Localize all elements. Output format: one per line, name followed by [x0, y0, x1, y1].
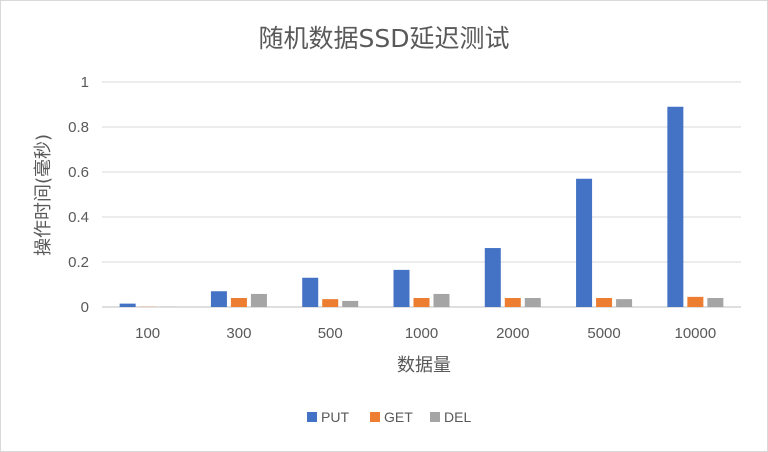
bar-del-500 [342, 300, 359, 307]
x-tick-labels: 100 300 500 1000 2000 5000 10000 [135, 325, 716, 342]
y-tick-label: 0.6 [68, 164, 89, 181]
x-tick-label: 2000 [496, 325, 529, 342]
bar-del-5000 [616, 299, 633, 307]
bar-put-500 [302, 277, 319, 307]
legend-swatch-get [370, 412, 380, 422]
bar-get-300 [230, 298, 247, 307]
bar-del-2000 [524, 298, 541, 307]
y-tick-label: 1 [81, 74, 89, 91]
y-tick-labels: 0 0.2 0.4 0.6 0.8 1 [68, 74, 89, 316]
bar-put-1000 [393, 269, 410, 307]
bar-get-5000 [596, 298, 613, 307]
x-tick-label: 5000 [587, 325, 620, 342]
bar-del-300 [250, 293, 267, 307]
x-tick-label: 1000 [405, 325, 438, 342]
y-axis-title: 操作时间(毫秒) [33, 134, 54, 256]
chart-title: 随机数据SSD延迟测试 [259, 24, 510, 53]
legend-label-del: DEL [444, 409, 471, 425]
legend-swatch-put [307, 412, 317, 422]
legend-swatch-del [430, 412, 440, 422]
y-tick-label: 0.2 [68, 254, 89, 271]
bar-get-1000 [413, 298, 430, 307]
legend: PUT GET DEL [307, 409, 471, 425]
bar-del-10000 [707, 298, 724, 307]
legend-label-get: GET [384, 409, 413, 425]
x-tick-label: 100 [135, 325, 160, 342]
legend-label-put: PUT [321, 409, 349, 425]
x-tick-label: 500 [318, 325, 343, 342]
bar-get-2000 [504, 298, 521, 307]
bar-put-5000 [576, 178, 593, 307]
bar-put-300 [210, 291, 227, 307]
bar-get-500 [322, 299, 339, 307]
y-tick-label: 0 [81, 299, 89, 316]
bar-put-2000 [484, 248, 501, 307]
x-axis-title: 数据量 [397, 355, 451, 376]
bar-del-1000 [433, 293, 450, 307]
bars [119, 106, 724, 307]
y-tick-label: 0.8 [68, 119, 89, 136]
x-tick-label: 300 [226, 325, 251, 342]
x-tick-label: 10000 [674, 325, 716, 342]
gridlines [102, 81, 741, 308]
bar-put-10000 [667, 106, 684, 307]
y-tick-label: 0.4 [68, 209, 89, 226]
bar-get-10000 [687, 296, 704, 307]
bar-put-100 [119, 303, 136, 307]
